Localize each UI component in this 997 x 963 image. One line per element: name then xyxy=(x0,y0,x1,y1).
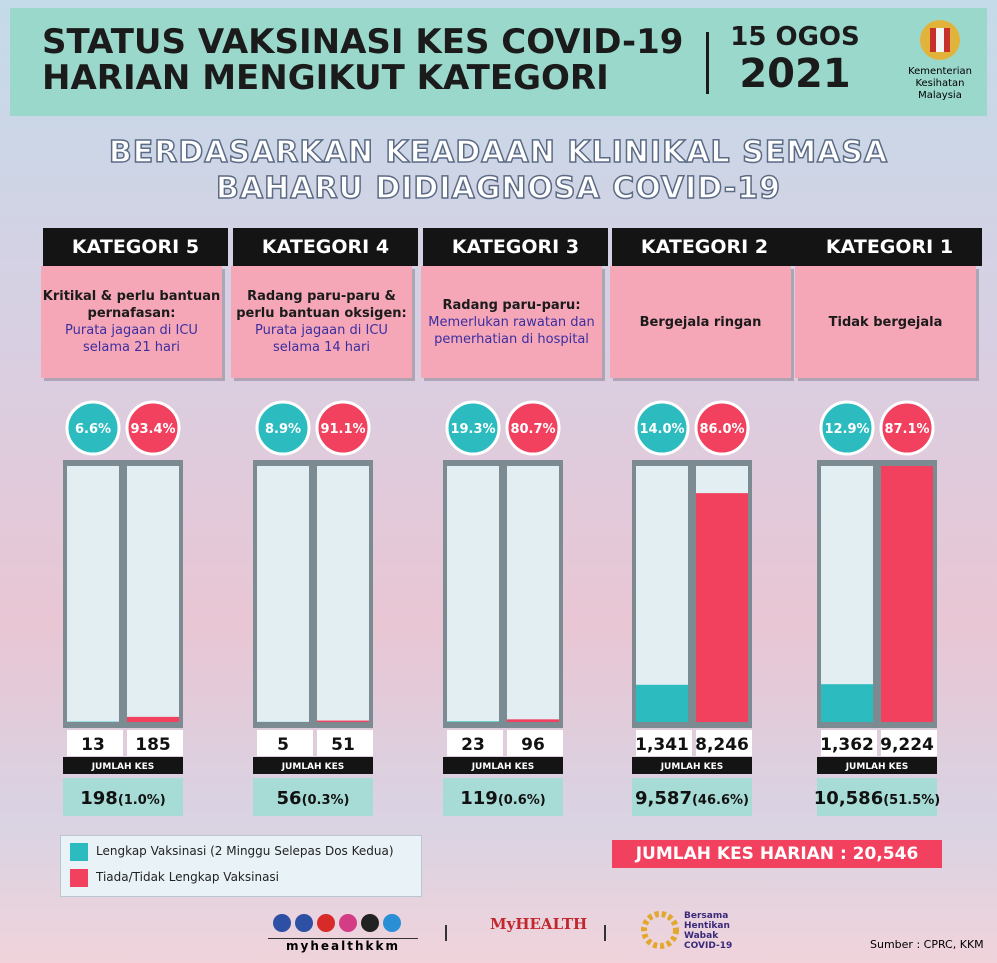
percent-label: 80.7% xyxy=(510,422,555,437)
value-label: 5 xyxy=(277,735,289,755)
bar-chart: 6.6% 13 93.4% 185 JUMLAH KES 198(1.0%) 8.9% 5 91… xyxy=(0,0,997,963)
bar xyxy=(636,685,688,722)
value-label: 96 xyxy=(521,735,545,755)
bar xyxy=(821,684,873,722)
percent-label: 91.1% xyxy=(320,422,365,437)
total-value: 119 xyxy=(460,788,498,809)
bar xyxy=(881,466,933,722)
bar-background xyxy=(447,466,499,722)
campaign-line: COVID-19 xyxy=(684,941,732,951)
total-caption: JUMLAH KES xyxy=(845,762,909,772)
percent-label: 6.6% xyxy=(75,422,111,437)
total-percent: (51.5%) xyxy=(883,793,940,808)
bar-background xyxy=(821,466,873,722)
campaign-line: Hentikan xyxy=(684,921,732,931)
source: Sumber : CPRC, KKM xyxy=(870,938,984,951)
total-caption: JUMLAH KES xyxy=(281,762,345,772)
total-percent: (0.6%) xyxy=(498,793,546,808)
value-label: 185 xyxy=(135,735,171,755)
bar-background xyxy=(127,466,179,722)
percent-label: 86.0% xyxy=(699,422,744,437)
category-label: KATEGORI 2 xyxy=(612,228,797,266)
description-main: Kritikal & perlu bantuan pernafasan: xyxy=(41,288,222,322)
legend-label: Tiada/Tidak Lengkap Vaksinasi xyxy=(96,870,279,884)
total-value: 198 xyxy=(80,788,118,809)
bar xyxy=(127,717,179,722)
campaign-line: Bersama xyxy=(684,911,732,921)
description-main: Radang paru-paru: xyxy=(421,297,602,314)
category-description: Kritikal & perlu bantuan pernafasan:Pura… xyxy=(41,266,222,378)
value-label: 1,362 xyxy=(820,735,874,755)
category-description: Bergejala ringan xyxy=(610,266,791,378)
description-main: Bergejala ringan xyxy=(610,314,791,331)
bar-background xyxy=(507,466,559,722)
campaign-line: Wabak xyxy=(684,931,732,941)
category-description: Radang paru-paru & perlu bantuan oksigen… xyxy=(231,266,412,378)
social: myhealthkkm xyxy=(268,912,418,953)
total-value: 9,587 xyxy=(635,788,692,809)
campaign: Bersama Hentikan Wabak COVID-19 xyxy=(684,911,732,951)
legend-label: Lengkap Vaksinasi (2 Minggu Selepas Dos … xyxy=(96,844,394,858)
total-percent: (1.0%) xyxy=(118,793,166,808)
legend-swatch xyxy=(70,843,88,861)
value-label: 13 xyxy=(81,735,105,755)
value-label: 1,341 xyxy=(635,735,689,755)
description-note: Purata jagaan di ICU selama 14 hari xyxy=(231,322,412,356)
infographic: STATUS VAKSINASI KES COVID-19 HARIAN MEN… xyxy=(0,0,997,963)
percent-label: 12.9% xyxy=(824,422,869,437)
social-handle: myhealthkkm xyxy=(268,938,418,953)
total-caption: JUMLAH KES xyxy=(91,762,155,772)
category-label: KATEGORI 5 xyxy=(43,228,228,266)
value-label: 23 xyxy=(461,735,485,755)
bar-background xyxy=(257,466,309,722)
description-note: Memerlukan rawatan dan pemerhatian di ho… xyxy=(421,314,602,348)
separator xyxy=(604,925,606,941)
social-icons xyxy=(268,912,418,934)
total-caption: JUMLAH KES xyxy=(660,762,724,772)
total-caption: JUMLAH KES xyxy=(471,762,535,772)
total-percent: (0.3%) xyxy=(302,793,350,808)
percent-label: 87.1% xyxy=(884,422,929,437)
legend-swatch xyxy=(70,869,88,887)
category-description: Radang paru-paru:Memerlukan rawatan dan … xyxy=(421,266,602,378)
value-label: 8,246 xyxy=(695,735,749,755)
category-label: KATEGORI 3 xyxy=(423,228,608,266)
daily-total: JUMLAH KES HARIAN : 20,546 xyxy=(612,840,942,868)
value-label: 9,224 xyxy=(880,735,934,755)
category-label: KATEGORI 4 xyxy=(233,228,418,266)
bar xyxy=(447,721,499,722)
total-value: 10,586 xyxy=(814,788,883,809)
bar xyxy=(696,493,748,722)
percent-label: 14.0% xyxy=(639,422,684,437)
separator xyxy=(445,925,447,941)
bar-background xyxy=(67,466,119,722)
bar xyxy=(317,721,369,722)
bar-background xyxy=(636,466,688,722)
category-label: KATEGORI 1 xyxy=(797,228,982,266)
description-main: Tidak bergejala xyxy=(795,314,976,331)
value-label: 51 xyxy=(331,735,355,755)
bar xyxy=(507,719,559,722)
percent-label: 93.4% xyxy=(130,422,175,437)
percent-label: 19.3% xyxy=(450,422,495,437)
total-value: 56 xyxy=(277,788,302,809)
category-description: Tidak bergejala xyxy=(795,266,976,378)
total-percent: (46.6%) xyxy=(692,793,749,808)
bar-background xyxy=(317,466,369,722)
description-main: Radang paru-paru & perlu bantuan oksigen… xyxy=(231,288,412,322)
myhealth-logo: MyHEALTH xyxy=(490,915,587,933)
percent-label: 8.9% xyxy=(265,422,301,437)
description-note: Purata jagaan di ICU selama 21 hari xyxy=(41,322,222,356)
campaign-icon xyxy=(640,910,680,950)
